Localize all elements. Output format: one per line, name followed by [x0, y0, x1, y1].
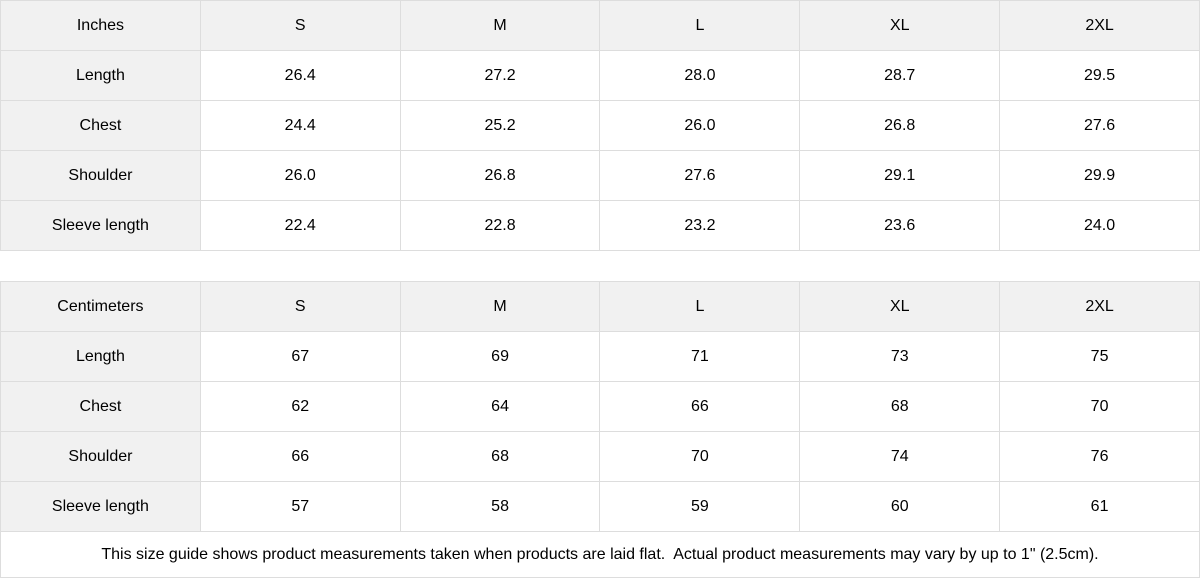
unit-header-cell: Inches — [0, 0, 201, 51]
measurement-value-cell: 26.4 — [199, 50, 401, 101]
measurement-value-cell: 76 — [999, 431, 1200, 482]
measurement-value-cell: 29.9 — [999, 150, 1200, 201]
measurement-value-cell: 66 — [599, 381, 801, 432]
measurement-value-cell: 68 — [399, 431, 601, 482]
measurement-value-cell: 67 — [199, 331, 401, 382]
measurement-label-cell: Shoulder — [0, 150, 201, 201]
measurement-label-cell: Sleeve length — [0, 200, 201, 251]
table-row: Shoulder 26.0 26.8 27.6 29.1 29.9 — [0, 150, 1200, 201]
size-header-cell: L — [599, 0, 801, 51]
measurement-value-cell: 60 — [799, 481, 1001, 532]
table-row: Sleeve length 22.4 22.8 23.2 23.6 24.0 — [0, 200, 1200, 251]
measurement-value-cell: 59 — [599, 481, 801, 532]
measurement-value-cell: 57 — [199, 481, 401, 532]
size-header-cell: M — [399, 0, 601, 51]
measurement-value-cell: 28.7 — [799, 50, 1001, 101]
measurement-value-cell: 29.5 — [999, 50, 1200, 101]
table-row: Length 67 69 71 73 75 — [0, 331, 1200, 382]
measurement-value-cell: 22.4 — [199, 200, 401, 251]
table-row: Length 26.4 27.2 28.0 28.7 29.5 — [0, 50, 1200, 101]
measurement-value-cell: 22.8 — [399, 200, 601, 251]
measurement-value-cell: 26.8 — [799, 100, 1001, 151]
header-row: Centimeters S M L XL 2XL — [0, 281, 1200, 332]
size-header-cell: S — [199, 281, 401, 332]
table-row: Chest 24.4 25.2 26.0 26.8 27.6 — [0, 100, 1200, 151]
table-gap — [0, 251, 1200, 281]
measurement-value-cell: 27.6 — [999, 100, 1200, 151]
size-header-cell: XL — [799, 281, 1001, 332]
measurement-value-cell: 23.6 — [799, 200, 1001, 251]
measurement-value-cell: 70 — [599, 431, 801, 482]
measurement-label-cell: Length — [0, 331, 201, 382]
size-table-centimeters: Centimeters S M L XL 2XL Length 67 69 71 73 75 Ches… — [0, 281, 1200, 532]
measurement-value-cell: 58 — [399, 481, 601, 532]
unit-header-cell: Centimeters — [0, 281, 201, 332]
measurement-value-cell: 73 — [799, 331, 1001, 382]
measurement-value-cell: 69 — [399, 331, 601, 382]
measurement-value-cell: 64 — [399, 381, 601, 432]
size-header-cell: 2XL — [999, 0, 1200, 51]
size-header-cell: S — [199, 0, 401, 51]
size-header-cell: M — [399, 281, 601, 332]
measurement-value-cell: 66 — [199, 431, 401, 482]
measurement-value-cell: 24.4 — [199, 100, 401, 151]
measurement-value-cell: 28.0 — [599, 50, 801, 101]
measurement-value-cell: 29.1 — [799, 150, 1001, 201]
size-header-cell: 2XL — [999, 281, 1200, 332]
measurement-label-cell: Chest — [0, 100, 201, 151]
table-row: Sleeve length 57 58 59 60 61 — [0, 481, 1200, 532]
measurement-label-cell: Shoulder — [0, 431, 201, 482]
measurement-value-cell: 74 — [799, 431, 1001, 482]
measurement-value-cell: 26.0 — [199, 150, 401, 201]
measurement-label-cell: Length — [0, 50, 201, 101]
size-table-inches: Inches S M L XL 2XL Length 26.4 27.2 28.0 28.7 29.… — [0, 0, 1200, 251]
table-row: Chest 62 64 66 68 70 — [0, 381, 1200, 432]
measurement-value-cell: 61 — [999, 481, 1200, 532]
measurement-value-cell: 26.0 — [599, 100, 801, 151]
table-row: Shoulder 66 68 70 74 76 — [0, 431, 1200, 482]
measurement-value-cell: 71 — [599, 331, 801, 382]
measurement-value-cell: 23.2 — [599, 200, 801, 251]
measurement-label-cell: Chest — [0, 381, 201, 432]
measurement-value-cell: 68 — [799, 381, 1001, 432]
measurement-value-cell: 62 — [199, 381, 401, 432]
size-guide-note: This size guide shows product measuremen… — [0, 532, 1200, 578]
measurement-label-cell: Sleeve length — [0, 481, 201, 532]
measurement-value-cell: 26.8 — [399, 150, 601, 201]
measurement-value-cell: 70 — [999, 381, 1200, 432]
measurement-value-cell: 75 — [999, 331, 1200, 382]
size-header-cell: L — [599, 281, 801, 332]
measurement-value-cell: 27.2 — [399, 50, 601, 101]
measurement-value-cell: 24.0 — [999, 200, 1200, 251]
measurement-value-cell: 25.2 — [399, 100, 601, 151]
measurement-value-cell: 27.6 — [599, 150, 801, 201]
header-row: Inches S M L XL 2XL — [0, 0, 1200, 51]
size-header-cell: XL — [799, 0, 1001, 51]
